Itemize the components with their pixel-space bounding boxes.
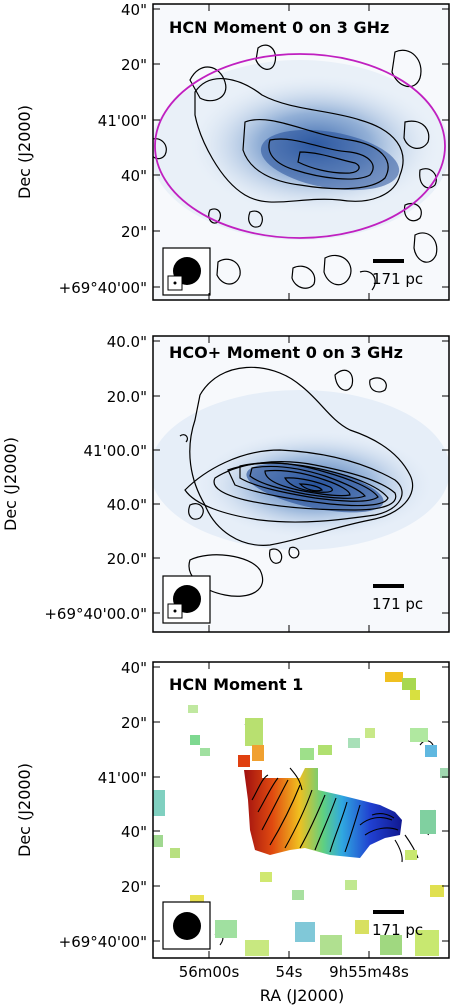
panel-title: HCN Moment 1 <box>169 675 303 694</box>
ytick-label: 40" <box>121 659 147 677</box>
xtick-label: 54s <box>276 963 303 981</box>
ytick-label: 20" <box>121 878 147 896</box>
scale-bar-label: 171 pc <box>372 595 423 613</box>
xtick-label: 56m00s <box>179 963 240 981</box>
beam-symbol <box>162 575 211 624</box>
ytick-label: 20.0" <box>107 388 147 406</box>
ytick-label: +69°40'00" <box>59 933 147 951</box>
ytick-label: 40" <box>121 1 147 19</box>
panel-hcn-moment1: 171 pc HCN Moment 1 40" 20" 41'00" 40" 2… <box>15 659 450 1005</box>
panel-hcoplus-moment0: 171 pc HCO+ Moment 0 on 3 GHz 40.0" 20.0… <box>1 333 450 633</box>
panel-hcn-moment0: 171 pc HCN Moment 0 on 3 GHz 40" 20" 41'… <box>15 1 450 301</box>
y-axis-label: Dec (J2000) <box>15 105 34 199</box>
scale-bar-label: 171 pc <box>372 921 423 939</box>
ytick-label: 40.0" <box>107 333 147 351</box>
ytick-label: 20.0" <box>107 550 147 568</box>
xtick-label: 9h55m48s <box>329 963 409 981</box>
ytick-label: 41'00" <box>98 769 147 787</box>
ytick-label: 20" <box>121 714 147 732</box>
panel-title: HCO+ Moment 0 on 3 GHz <box>169 343 403 362</box>
beam-symbol <box>162 247 211 296</box>
ytick-label: 20" <box>121 223 147 241</box>
scale-bar-label: 171 pc <box>372 270 423 288</box>
y-axis-label: Dec (J2000) <box>1 437 20 531</box>
panel-title: HCN Moment 0 on 3 GHz <box>169 18 389 37</box>
y-axis-label: Dec (J2000) <box>15 763 34 857</box>
ytick-label: +69°40'00" <box>59 279 147 297</box>
ellipse-region <box>154 53 446 239</box>
ytick-label: 20" <box>121 56 147 74</box>
ytick-label: 40" <box>121 167 147 185</box>
beam-symbol <box>162 901 211 950</box>
ytick-label: 41'00.0" <box>83 442 147 460</box>
ytick-label: 40" <box>121 823 147 841</box>
x-axis-label: RA (J2000) <box>260 986 344 1005</box>
ytick-label: +69°40'00.0" <box>44 605 147 623</box>
ytick-label: 40.0" <box>107 496 147 514</box>
ytick-label: 41'00" <box>98 112 147 130</box>
noise-pixels <box>153 672 448 956</box>
